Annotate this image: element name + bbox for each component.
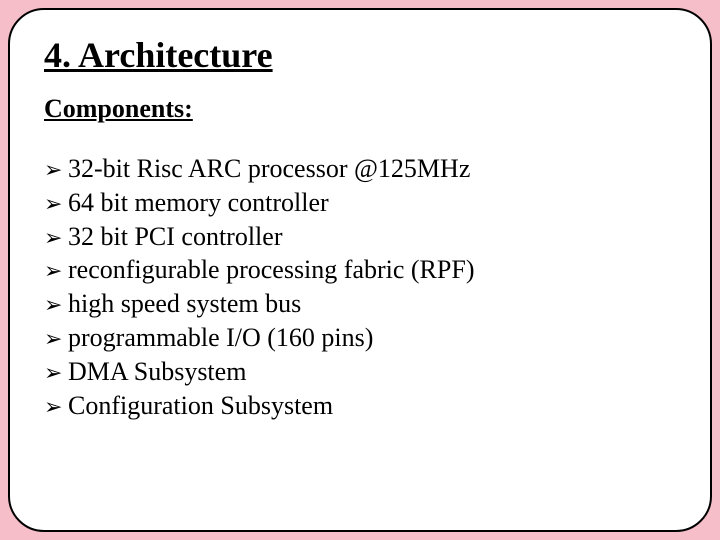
list-item: ➢ programmable I/O (160 pins): [44, 321, 676, 355]
list-item: ➢ 32-bit Risc ARC processor @125MHz: [44, 152, 676, 186]
bullet-icon: ➢: [44, 359, 68, 388]
slide-card: 4. Architecture Components: ➢ 32-bit Ris…: [8, 8, 712, 532]
list-item-label: programmable I/O (160 pins): [68, 321, 373, 355]
list-item: ➢ 64 bit memory controller: [44, 186, 676, 220]
list-item-label: Configuration Subsystem: [68, 389, 333, 423]
list-item-label: 64 bit memory controller: [68, 186, 329, 220]
list-item-label: 32 bit PCI controller: [68, 220, 282, 254]
list-item: ➢ Configuration Subsystem: [44, 389, 676, 423]
list-item: ➢ reconfigurable processing fabric (RPF): [44, 253, 676, 287]
list-item: ➢ high speed system bus: [44, 287, 676, 321]
list-item-label: reconfigurable processing fabric (RPF): [68, 253, 474, 287]
list-item: ➢ 32 bit PCI controller: [44, 220, 676, 254]
bullet-icon: ➢: [44, 325, 68, 354]
bullet-icon: ➢: [44, 291, 68, 320]
bullet-icon: ➢: [44, 393, 68, 422]
bullet-icon: ➢: [44, 257, 68, 286]
component-list: ➢ 32-bit Risc ARC processor @125MHz ➢ 64…: [44, 152, 676, 422]
list-item-label: high speed system bus: [68, 287, 301, 321]
bullet-icon: ➢: [44, 190, 68, 219]
list-item-label: DMA Subsystem: [68, 355, 246, 389]
bullet-icon: ➢: [44, 224, 68, 253]
slide-subtitle: Components:: [44, 94, 676, 124]
list-item-label: 32-bit Risc ARC processor @125MHz: [68, 152, 470, 186]
slide-title: 4. Architecture: [44, 34, 676, 76]
bullet-icon: ➢: [44, 156, 68, 185]
list-item: ➢ DMA Subsystem: [44, 355, 676, 389]
